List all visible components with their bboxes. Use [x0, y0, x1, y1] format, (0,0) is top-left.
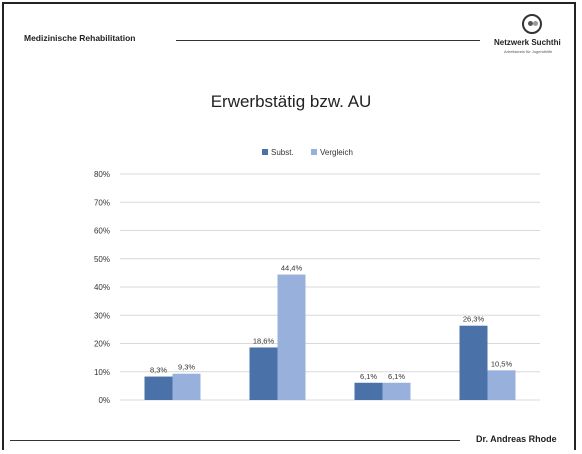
bar-subst	[459, 325, 488, 400]
y-tick-label: 20%	[94, 340, 110, 349]
y-tick-label: 10%	[94, 368, 110, 377]
data-label: 44,4%	[281, 264, 303, 273]
data-label: 26,3%	[463, 315, 485, 324]
data-label: 9,3%	[178, 363, 195, 372]
data-label: 6,1%	[388, 372, 405, 381]
bar-vergleich	[382, 382, 411, 400]
y-tick-label: 70%	[94, 198, 110, 207]
legend-swatch	[311, 149, 317, 155]
bar-subst	[144, 376, 173, 400]
data-label: 6,1%	[360, 372, 377, 381]
y-tick-label: 60%	[94, 227, 110, 236]
slide-frame	[2, 2, 576, 450]
header-title: Medizinische Rehabilitation	[24, 33, 136, 43]
data-label: 10,5%	[491, 359, 513, 368]
logo-icon	[522, 14, 542, 34]
footer-divider	[10, 440, 460, 441]
bar-vergleich	[487, 370, 516, 400]
y-tick-label: 40%	[94, 283, 110, 292]
chart-title: Erwerbstätig bzw. AU	[210, 92, 372, 111]
footer-author: Dr. Andreas Rhode	[476, 434, 557, 444]
bar-vergleich	[277, 274, 306, 400]
data-label: 18,6%	[253, 336, 275, 345]
header-divider	[176, 40, 480, 41]
logo-subtitle: Arbeitskreis für Jugendhilfe	[504, 49, 553, 54]
bar-subst	[249, 347, 278, 400]
logo: Netzwerk Suchthi Arbeitskreis für Jugend…	[490, 14, 576, 64]
legend-label: Vergleich	[320, 148, 353, 157]
bar-vergleich	[172, 373, 201, 400]
legend-label: Subst.	[271, 148, 294, 157]
logo-name: Netzwerk Suchthi	[494, 38, 561, 47]
legend-swatch	[262, 149, 268, 155]
data-label: 8,3%	[150, 366, 167, 375]
y-tick-label: 30%	[94, 311, 110, 320]
y-tick-label: 80%	[94, 170, 110, 179]
bar-subst	[354, 382, 383, 400]
y-tick-label: 50%	[94, 255, 110, 264]
y-tick-label: 0%	[98, 396, 110, 405]
